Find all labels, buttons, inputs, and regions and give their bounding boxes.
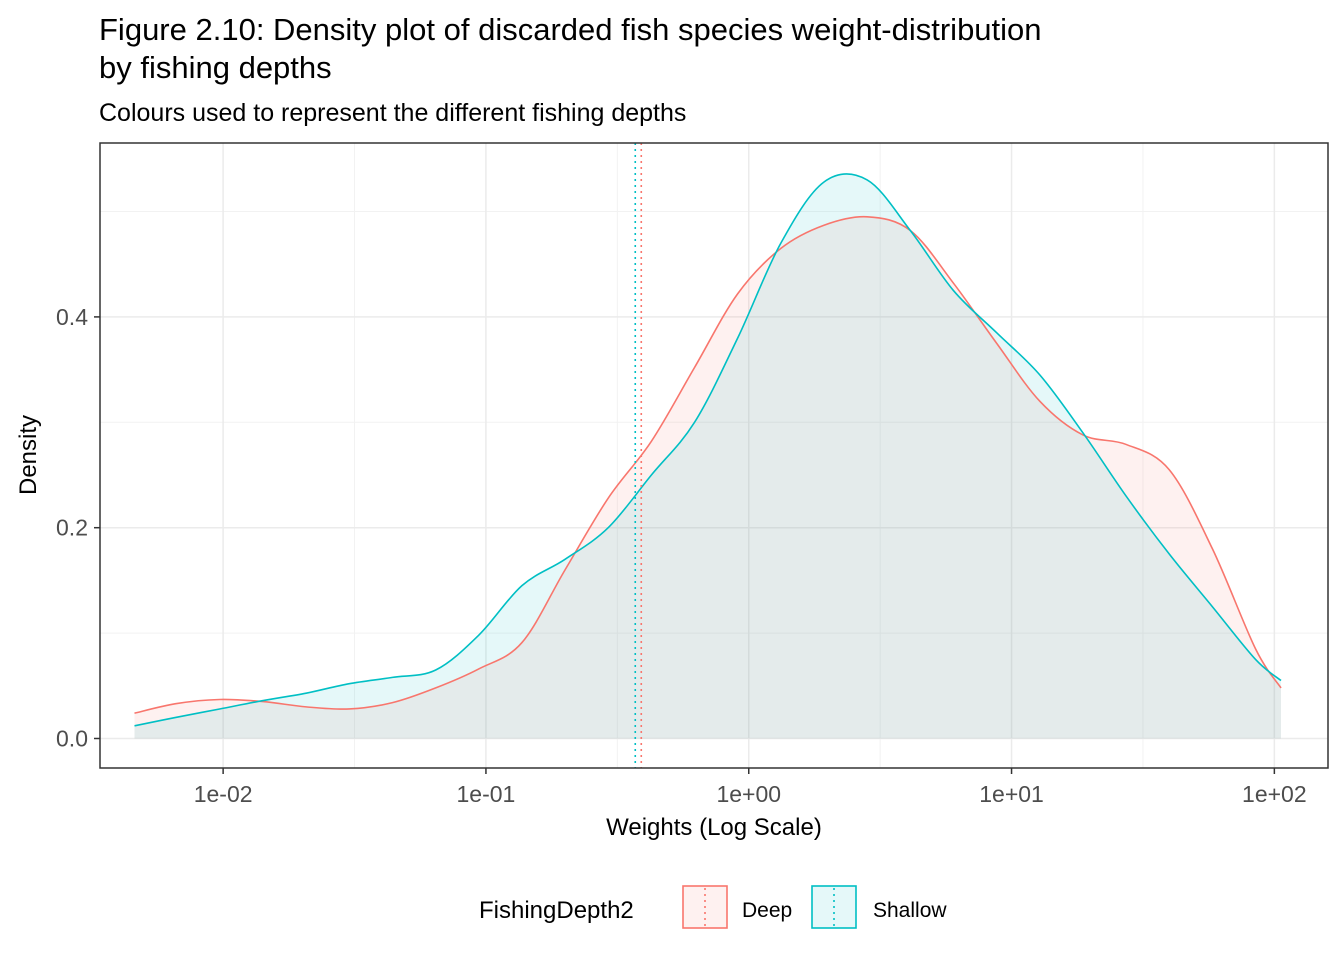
- x-axis-title: Weights (Log Scale): [606, 814, 822, 841]
- x-tick-label: 1e+00: [716, 781, 781, 807]
- density-area-deep: [134, 216, 1282, 739]
- legend-key-shallow: [811, 885, 857, 929]
- legend-label-shallow: Shallow: [873, 899, 947, 922]
- plot-panel: 1e-02 1e-01 1e+00 1e+01 1e+02 0.0 0.2 0.4: [56, 142, 1329, 807]
- y-tick-label: 0.4: [56, 304, 88, 330]
- panel-border: [99, 142, 1329, 769]
- chart-title-line-1: Figure 2.10: Density plot of discarded f…: [99, 12, 1042, 47]
- y-tick-label: 0.2: [56, 515, 88, 541]
- legend: FishingDepth2 Deep Shallow: [479, 885, 947, 929]
- legend-title: FishingDepth2: [479, 897, 634, 924]
- x-tick-label: 1e+02: [1242, 781, 1307, 807]
- panel-background: [100, 143, 1328, 768]
- y-tick-label: 0.0: [56, 725, 88, 751]
- density-area-shallow: [134, 173, 1282, 739]
- x-tick-label: 1e-01: [457, 781, 516, 807]
- density-line-deep: [134, 215, 1282, 714]
- legend-label-deep: Deep: [742, 899, 792, 922]
- chart-subtitle: Colours used to represent the different …: [99, 99, 686, 127]
- x-tick-label: 1e-02: [194, 781, 253, 807]
- density-line-shallow: [134, 173, 1282, 727]
- y-axis-title: Density: [15, 415, 42, 495]
- chart-title-line-2: by fishing depths: [99, 50, 332, 85]
- x-tick-label: 1e+01: [979, 781, 1044, 807]
